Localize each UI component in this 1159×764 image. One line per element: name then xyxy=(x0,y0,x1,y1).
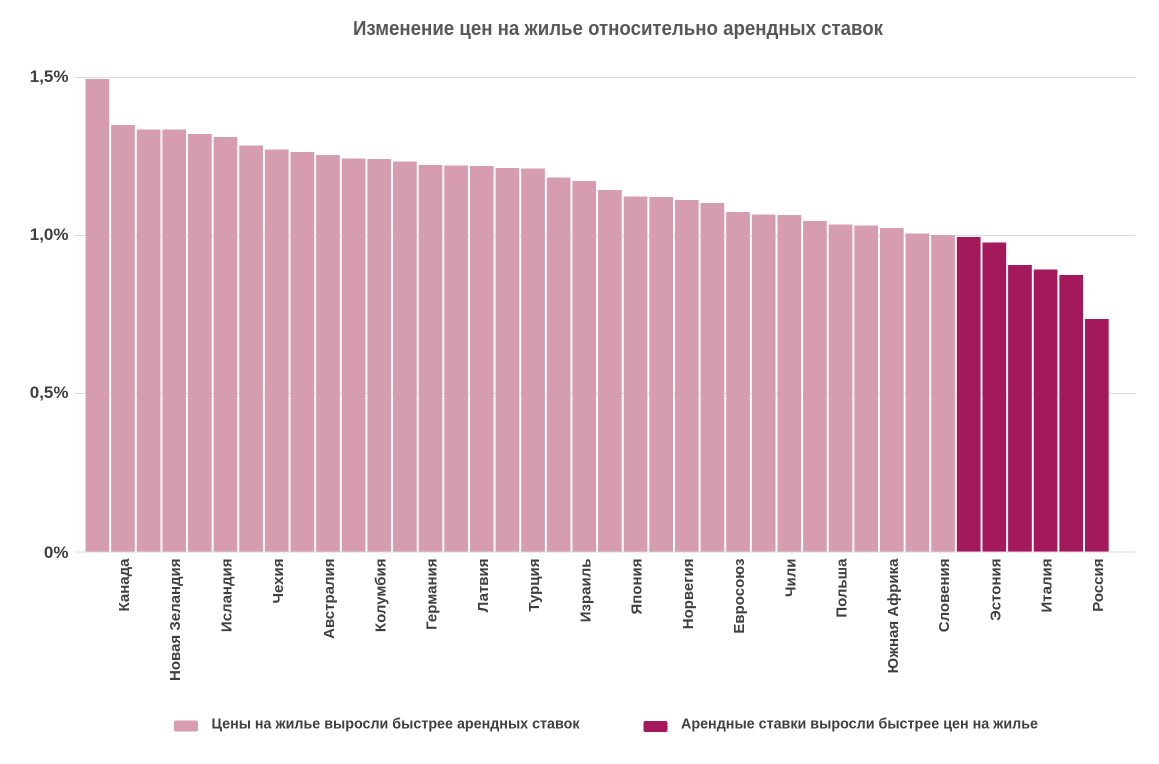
svg-text:Исландия: Исландия xyxy=(218,559,235,633)
svg-text:0,5%: 0,5% xyxy=(30,383,69,402)
svg-text:Новая Зеландия: Новая Зеландия xyxy=(167,559,184,681)
svg-text:Германия: Германия xyxy=(424,559,441,630)
svg-text:Эстония: Эстония xyxy=(987,559,1004,621)
svg-text:Израиль: Израиль xyxy=(577,559,594,623)
svg-text:Австралия: Австралия xyxy=(321,559,338,639)
svg-text:Арендные ставки выросли быстре: Арендные ставки выросли быстрее цен на ж… xyxy=(681,716,1038,733)
svg-text:Норвегия: Норвегия xyxy=(680,559,697,630)
svg-text:0%: 0% xyxy=(44,543,69,562)
svg-text:Чехия: Чехия xyxy=(270,559,287,604)
svg-text:Евросоюз: Евросоюз xyxy=(731,559,748,634)
svg-text:Турция: Турция xyxy=(526,559,543,612)
svg-text:1,0%: 1,0% xyxy=(30,225,69,244)
svg-text:Южная Африка: Южная Африка xyxy=(885,558,902,673)
svg-text:Польша: Польша xyxy=(834,558,851,618)
svg-text:Канада: Канада xyxy=(116,558,133,612)
svg-text:Италия: Италия xyxy=(1039,559,1056,613)
svg-text:Колумбия: Колумбия xyxy=(372,559,389,633)
svg-text:1,5%: 1,5% xyxy=(30,67,69,86)
svg-text:Чили: Чили xyxy=(782,559,799,598)
svg-text:Изменение цен на жилье относит: Изменение цен на жилье относительно арен… xyxy=(353,18,884,40)
svg-text:Словения: Словения xyxy=(936,559,953,633)
svg-text:Россия: Россия xyxy=(1090,559,1107,612)
svg-text:Цены на жилье выросли быстрее: Цены на жилье выросли быстрее арендных с… xyxy=(212,716,580,733)
svg-text:Латвия: Латвия xyxy=(475,559,492,613)
svg-text:Япония: Япония xyxy=(629,559,646,615)
